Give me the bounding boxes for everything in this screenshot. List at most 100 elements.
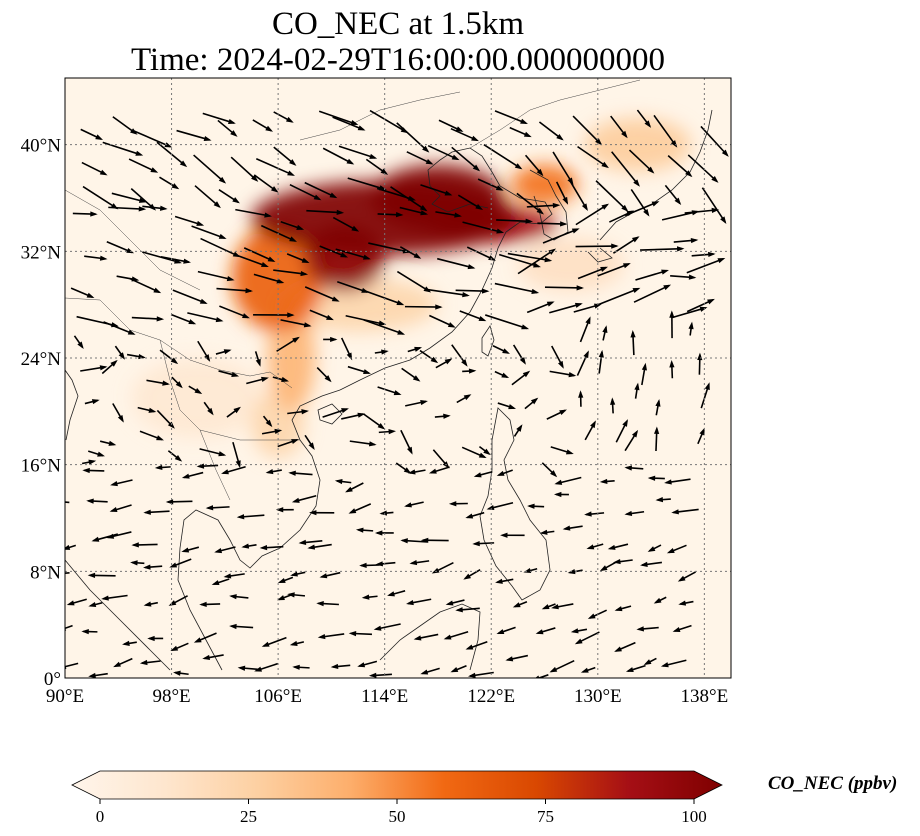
wind-arrow <box>673 237 699 244</box>
wind-arrow <box>677 571 697 582</box>
wind-arrow <box>176 129 212 141</box>
wind-arrow <box>199 601 221 608</box>
wind-arrow <box>197 270 235 282</box>
wind-arrow <box>500 532 525 538</box>
wind-arrow <box>667 155 693 178</box>
wind-arrow <box>624 201 660 217</box>
wind-arrow <box>577 145 609 169</box>
wind-arrow <box>106 531 132 539</box>
wind-arrow <box>334 478 352 485</box>
wind-arrow <box>99 440 117 446</box>
wind-arrow <box>160 255 191 264</box>
wind-arrow <box>477 178 504 191</box>
wind-arrow <box>265 469 282 475</box>
wind-arrow <box>143 509 170 515</box>
wind-arrow <box>579 316 591 343</box>
wind-arrow <box>599 561 617 572</box>
wind-arrow <box>598 349 604 374</box>
wind-arrow <box>424 288 470 298</box>
wind-arrow <box>552 151 574 186</box>
wind-arrow <box>101 359 118 375</box>
wind-arrow <box>170 313 197 325</box>
wind-arrow <box>686 258 726 274</box>
wind-arrow <box>404 304 443 310</box>
wind-arrow <box>686 298 715 313</box>
wind-arrow <box>435 211 462 218</box>
wind-arrow <box>655 398 661 416</box>
wind-arrow <box>599 478 615 485</box>
wind-arrow <box>348 503 372 514</box>
wind-arrow <box>615 419 628 443</box>
wind-arrow <box>122 640 137 646</box>
wind-arrow <box>463 568 481 580</box>
wind-arrow <box>451 344 468 367</box>
map-frame <box>64 77 732 679</box>
wind-arrow <box>429 314 456 328</box>
wind-arrow <box>276 336 300 352</box>
wind-arrow <box>215 349 232 355</box>
wind-arrow <box>143 564 163 570</box>
wind-arrow <box>630 188 650 217</box>
wind-arrow <box>507 252 553 263</box>
wind-vectors <box>65 109 729 678</box>
wind-arrow <box>291 494 317 503</box>
wind-arrow <box>322 147 355 165</box>
wind-arrow <box>404 501 424 508</box>
wind-arrow <box>332 216 360 232</box>
wind-arrow <box>70 287 95 299</box>
wind-arrow <box>538 121 564 141</box>
lon-tick-label: 138°E <box>681 686 729 707</box>
wind-arrow <box>462 368 477 374</box>
wind-arrow <box>349 440 377 447</box>
wind-arrow <box>171 376 183 389</box>
wind-arrow <box>252 119 274 132</box>
wind-arrow <box>277 439 299 448</box>
wind-arrow <box>298 539 323 546</box>
wind-arrow <box>139 659 161 666</box>
wind-arrow <box>610 397 616 414</box>
wind-arrow <box>259 544 284 551</box>
wind-arrow <box>406 151 434 165</box>
wind-arrow <box>498 253 541 268</box>
wind-arrow <box>304 181 338 199</box>
wind-arrow <box>483 144 523 170</box>
wind-arrow <box>664 478 691 485</box>
lat-tick-label: 24°N <box>21 349 62 370</box>
wind-arrow <box>465 640 488 650</box>
wind-arrow <box>317 633 345 640</box>
wind-arrow <box>229 623 254 630</box>
wind-arrow <box>486 501 514 511</box>
wind-arrow <box>654 426 660 452</box>
wind-arrow <box>226 406 241 418</box>
wind-arrow <box>549 659 575 673</box>
wind-arrow <box>407 346 423 353</box>
wind-arrow <box>400 538 428 544</box>
wind-arrow <box>88 672 108 678</box>
wind-arrow <box>219 305 250 319</box>
lat-tick-label: 16°N <box>21 456 62 477</box>
wind-arrow <box>82 185 119 210</box>
wind-arrow <box>568 178 588 212</box>
wind-arrow <box>236 514 265 520</box>
wind-arrow <box>495 578 514 584</box>
wind-arrow <box>419 349 439 364</box>
wind-arrow <box>87 572 116 579</box>
wind-arrow <box>181 471 204 479</box>
title-line-1: CO_NEC at 1.5km <box>272 6 524 42</box>
colorbar-tick-label: 0 <box>96 807 105 826</box>
wind-arrow <box>254 662 278 672</box>
wind-arrow <box>640 246 685 252</box>
wind-arrow <box>306 209 345 216</box>
wind-arrow <box>512 600 528 608</box>
wind-arrow <box>374 349 389 355</box>
wind-arrow <box>546 409 567 420</box>
wind-arrow <box>505 654 529 662</box>
wind-arrow <box>459 310 487 322</box>
wind-arrow <box>309 309 334 321</box>
wind-arrow <box>229 594 249 600</box>
wind-arrow <box>551 345 564 369</box>
wind-arrow <box>197 340 211 362</box>
wind-arrow <box>288 470 313 476</box>
wind-arrow <box>576 350 589 376</box>
wind-arrow <box>173 670 189 676</box>
